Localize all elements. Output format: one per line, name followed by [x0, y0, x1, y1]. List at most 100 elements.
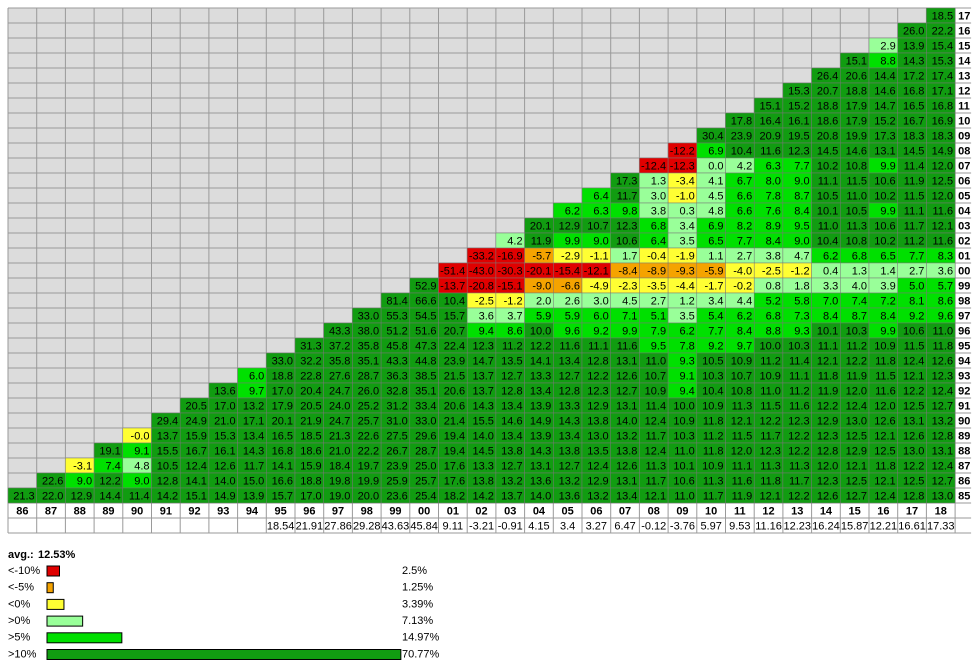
return-value: 10.9 — [673, 415, 694, 427]
return-value: 8.2 — [737, 220, 752, 232]
return-value: 24.7 — [329, 385, 350, 397]
return-value: 9.4 — [479, 325, 494, 337]
return-value: 6.4 — [593, 190, 608, 202]
column-label: 18 — [935, 505, 947, 517]
return-value: 52.9 — [415, 280, 436, 292]
return-value: 11.0 — [846, 190, 867, 202]
return-value: 25.2 — [358, 400, 379, 412]
return-value: 3.0 — [593, 295, 608, 307]
return-value: 11.5 — [732, 430, 753, 442]
column-average: 15.87 — [841, 520, 869, 532]
return-value: 12.8 — [903, 490, 924, 502]
return-value: 1.4 — [880, 265, 895, 277]
return-value: 11.4 — [646, 400, 667, 412]
return-value: 33.0 — [358, 310, 379, 322]
row-label: 05 — [958, 190, 970, 202]
return-value: 8.7 — [794, 190, 809, 202]
return-value: 12.6 — [616, 370, 637, 382]
return-value: 33.4 — [415, 400, 436, 412]
column-label: 01 — [447, 505, 459, 517]
column-average: 27.86 — [324, 520, 352, 532]
column-label: 99 — [389, 505, 401, 517]
return-value: 11.1 — [732, 460, 753, 472]
return-value: 3.6 — [479, 310, 494, 322]
return-value: -20.8 — [469, 280, 494, 292]
return-value: 12.5 — [846, 430, 867, 442]
return-value: 12.7 — [501, 460, 522, 472]
row-label: 97 — [958, 310, 970, 322]
return-value: 8.4 — [823, 310, 838, 322]
return-value: 24.0 — [329, 400, 350, 412]
return-value: 14.5 — [472, 445, 493, 457]
return-value: 6.9 — [708, 220, 723, 232]
return-value: 43.3 — [329, 325, 350, 337]
column-average: 16.24 — [812, 520, 840, 532]
return-value: 12.1 — [645, 490, 666, 502]
return-value: 14.9 — [530, 415, 551, 427]
return-value: 21.5 — [444, 370, 465, 382]
return-value: 11.1 — [904, 205, 925, 217]
return-value: -1.1 — [590, 250, 609, 262]
return-value: -2.3 — [618, 280, 637, 292]
return-value: 22.6 — [42, 475, 63, 487]
return-value: 12.4 — [185, 460, 206, 472]
return-value: 12.3 — [817, 430, 838, 442]
return-value: 14.0 — [472, 430, 493, 442]
column-average: 45.84 — [410, 520, 438, 532]
return-value: 13.1 — [530, 460, 551, 472]
return-value: 26.4 — [817, 70, 838, 82]
return-value: -4.4 — [676, 280, 695, 292]
return-value: 15.3 — [214, 430, 235, 442]
return-value: -3.4 — [676, 175, 695, 187]
column-label: 87 — [45, 505, 57, 517]
return-value: 19.8 — [329, 475, 350, 487]
return-value: 1.3 — [651, 175, 666, 187]
return-value: 13.3 — [559, 400, 580, 412]
return-value: 10.2 — [874, 235, 895, 247]
return-value: 10.4 — [817, 235, 838, 247]
return-value: -9.3 — [676, 265, 695, 277]
return-value: 12.0 — [846, 385, 867, 397]
return-value: 12.0 — [874, 400, 895, 412]
return-value: 66.6 — [415, 295, 436, 307]
return-value: 9.0 — [593, 235, 608, 247]
return-value: 8.3 — [938, 250, 953, 262]
return-value: 14.6 — [501, 415, 522, 427]
return-value: 12.8 — [932, 430, 953, 442]
return-value: 20.1 — [272, 415, 293, 427]
return-value: 15.1 — [185, 490, 206, 502]
return-value: 28.7 — [358, 370, 379, 382]
row-label: 91 — [958, 400, 970, 412]
return-value: 13.4 — [501, 400, 522, 412]
return-value: 11.4 — [904, 160, 925, 172]
return-value: 9.2 — [909, 310, 924, 322]
column-average: 16.61 — [898, 520, 926, 532]
return-value: -0.2 — [733, 280, 752, 292]
return-value: 12.5 — [903, 400, 924, 412]
return-value: 20.7 — [817, 85, 838, 97]
return-value: -4.0 — [733, 265, 752, 277]
column-label: 16 — [877, 505, 889, 517]
return-value: 29.4 — [157, 415, 178, 427]
column-label: 05 — [562, 505, 574, 517]
legend-percent: 70.77% — [402, 648, 440, 660]
return-value: 11.7 — [244, 460, 265, 472]
row-label: 16 — [958, 25, 970, 37]
return-value: 12.2 — [99, 475, 120, 487]
return-value: 7.2 — [880, 295, 895, 307]
row-label: 93 — [958, 370, 970, 382]
return-value: 10.7 — [645, 370, 666, 382]
column-average: 5.97 — [700, 520, 721, 532]
return-value: 16.8 — [272, 445, 293, 457]
return-value: 4.0 — [852, 280, 867, 292]
row-label: 96 — [958, 325, 970, 337]
column-average: 43.63 — [382, 520, 410, 532]
return-value: 3.8 — [766, 250, 781, 262]
return-value: 13.8 — [616, 445, 637, 457]
return-value: 10.4 — [444, 295, 465, 307]
return-value: -33.2 — [469, 250, 494, 262]
column-average: 21.91 — [296, 520, 324, 532]
return-value: 11.7 — [904, 220, 925, 232]
return-value: 35.1 — [358, 355, 379, 367]
return-value: 12.9 — [559, 220, 580, 232]
